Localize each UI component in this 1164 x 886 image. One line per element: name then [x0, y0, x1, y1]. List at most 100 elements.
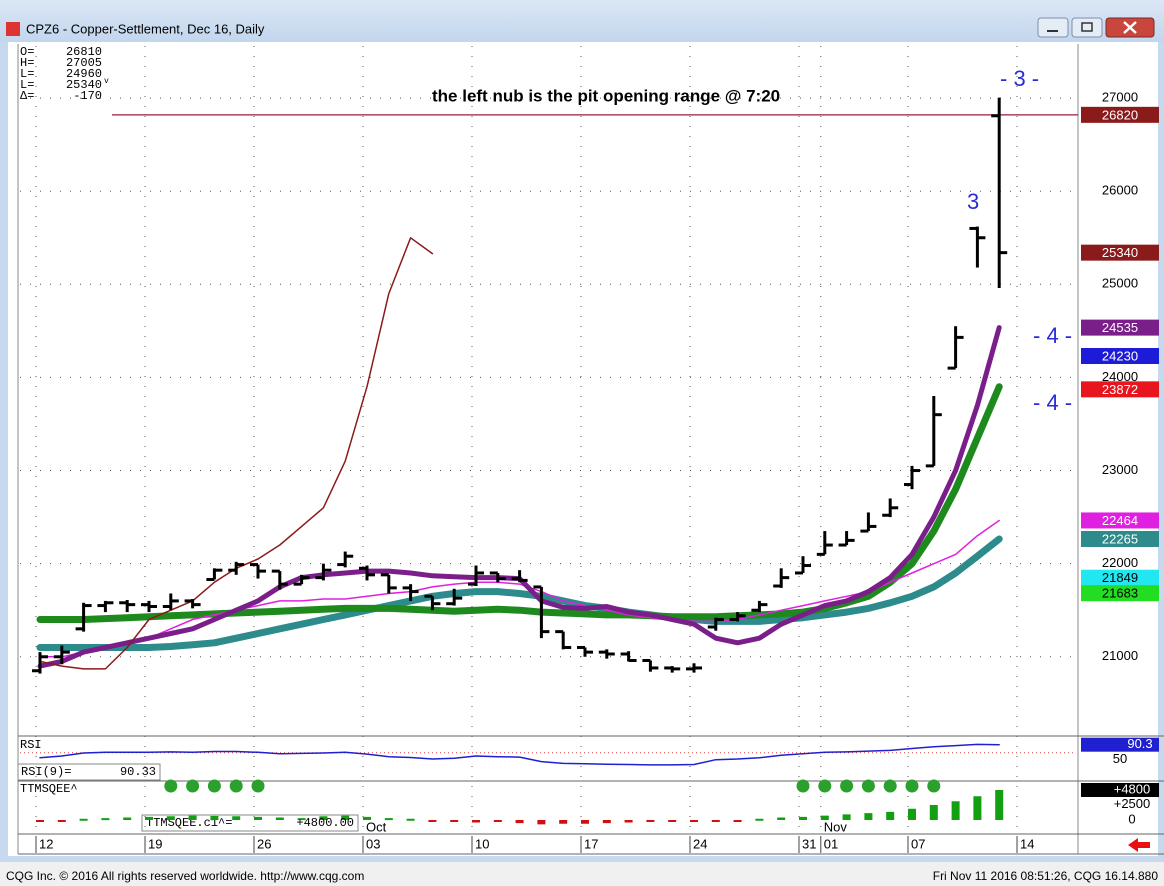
ttm-bar [864, 813, 873, 820]
price-bar [293, 574, 310, 586]
ttm-bar [275, 817, 284, 820]
ttm-bar [145, 816, 153, 820]
app-icon [6, 22, 20, 36]
ttm-bar [79, 818, 88, 821]
rsi-readout-box [17, 763, 161, 781]
month-label: Nov [824, 819, 848, 834]
x-tick-label: 19 [148, 836, 162, 851]
x-tick-label: 14 [1020, 836, 1034, 851]
price-bar [947, 326, 964, 370]
ttm-bar [929, 805, 938, 820]
chart-surface [8, 42, 1158, 856]
ttm-bar [493, 820, 502, 822]
x-tick-label: 17 [584, 836, 598, 851]
x-tick-label: 26 [257, 836, 271, 851]
price-bar [228, 561, 245, 575]
price-marker-label: 24230 [1102, 348, 1138, 363]
price-bar [751, 600, 768, 613]
price-marker [1081, 585, 1159, 602]
maximize-button[interactable] [1071, 17, 1103, 38]
ttm-bar [319, 816, 328, 820]
price-bar [468, 565, 484, 587]
price-marker [1081, 106, 1159, 123]
indicator-line [39, 519, 1000, 658]
price-bar [816, 531, 833, 556]
indicator-line [36, 535, 1003, 651]
price-bar [729, 612, 746, 622]
scroll-arrow[interactable] [1128, 838, 1150, 852]
ttm-bar [363, 816, 371, 820]
info-label: O= [20, 45, 34, 59]
ttm-bar [406, 818, 415, 821]
ttm-bar [384, 818, 393, 821]
ttm-bar [515, 820, 524, 824]
price-bar [380, 573, 397, 594]
price-marker [1081, 319, 1159, 336]
price-bar [686, 663, 702, 673]
price-bar [53, 645, 70, 665]
price-bar [119, 599, 136, 613]
ttm-bar [755, 818, 764, 821]
squeeze-dot [186, 779, 200, 793]
info-value: -170 [73, 89, 102, 103]
info-label: L= [20, 67, 34, 81]
window-title: CPZ6 - Copper-Settlement, Dec 16, Daily [26, 21, 265, 36]
rsi-value-marker [1081, 737, 1159, 752]
footer-right: Fri Nov 11 2016 08:51:26, CQG 16.14.880 [933, 869, 1159, 883]
price-marker-label: 24535 [1102, 320, 1138, 335]
annotation: 3 [967, 189, 979, 214]
price-bar [250, 563, 266, 579]
squeeze-dot [905, 779, 919, 793]
info-label: H= [20, 56, 34, 70]
ttm-bar [559, 820, 568, 824]
squeeze-dot [229, 779, 243, 793]
y-tick-label: 24000 [1102, 369, 1138, 384]
price-marker [1081, 244, 1159, 261]
ttm-tick-label: +2500 [1114, 796, 1151, 811]
x-tick-label: 24 [693, 836, 707, 851]
price-bar [315, 563, 332, 581]
price-marker [1081, 512, 1159, 529]
window-buttons[interactable] [1037, 17, 1155, 38]
x-tick-label: 01 [824, 836, 838, 851]
price-bar [489, 571, 506, 583]
price-marker [1081, 530, 1159, 547]
rsi-title: RSI [20, 738, 42, 752]
rsi-line [39, 743, 1000, 766]
price-bar [838, 531, 855, 547]
ttm-bar [36, 820, 44, 822]
x-tick-label: 12 [39, 836, 53, 851]
ttm-bar [690, 820, 698, 822]
ttm-tick-label: +4800 [1114, 781, 1151, 796]
price-bar [620, 651, 637, 663]
ttm-bar [472, 820, 480, 823]
ttm-bar [166, 816, 175, 820]
ttm-bar [188, 815, 197, 820]
annotation: - 3 - [1000, 66, 1039, 91]
ttm-bar [210, 815, 219, 820]
minimize-button[interactable] [1037, 17, 1069, 38]
ttm-bar [733, 820, 742, 822]
price-bar [707, 617, 724, 631]
rsi-tick-label: 50 [1113, 751, 1127, 766]
ttm-bar [668, 820, 677, 822]
price-bar [402, 584, 419, 601]
footer-left: CQG Inc. © 2016 All rights reserved worl… [6, 869, 364, 883]
price-bar [162, 593, 179, 611]
ttm-bar [123, 817, 132, 820]
price-bar [271, 569, 288, 590]
squeeze-dot [840, 779, 854, 793]
squeeze-dot [927, 779, 941, 793]
x-tick-label: 07 [911, 836, 925, 851]
info-value: 24960 [66, 67, 102, 81]
squeeze-dot [796, 779, 810, 793]
price-bar [511, 570, 528, 583]
y-tick-label: 21000 [1102, 648, 1138, 663]
month-label: Oct [366, 819, 387, 834]
ttm-bar [951, 801, 960, 820]
info-value: 26810 [66, 45, 102, 59]
info-label: L= [20, 78, 34, 92]
squeeze-dot [883, 779, 897, 793]
price-bar [446, 588, 463, 606]
y-tick-label: 26000 [1102, 183, 1138, 198]
